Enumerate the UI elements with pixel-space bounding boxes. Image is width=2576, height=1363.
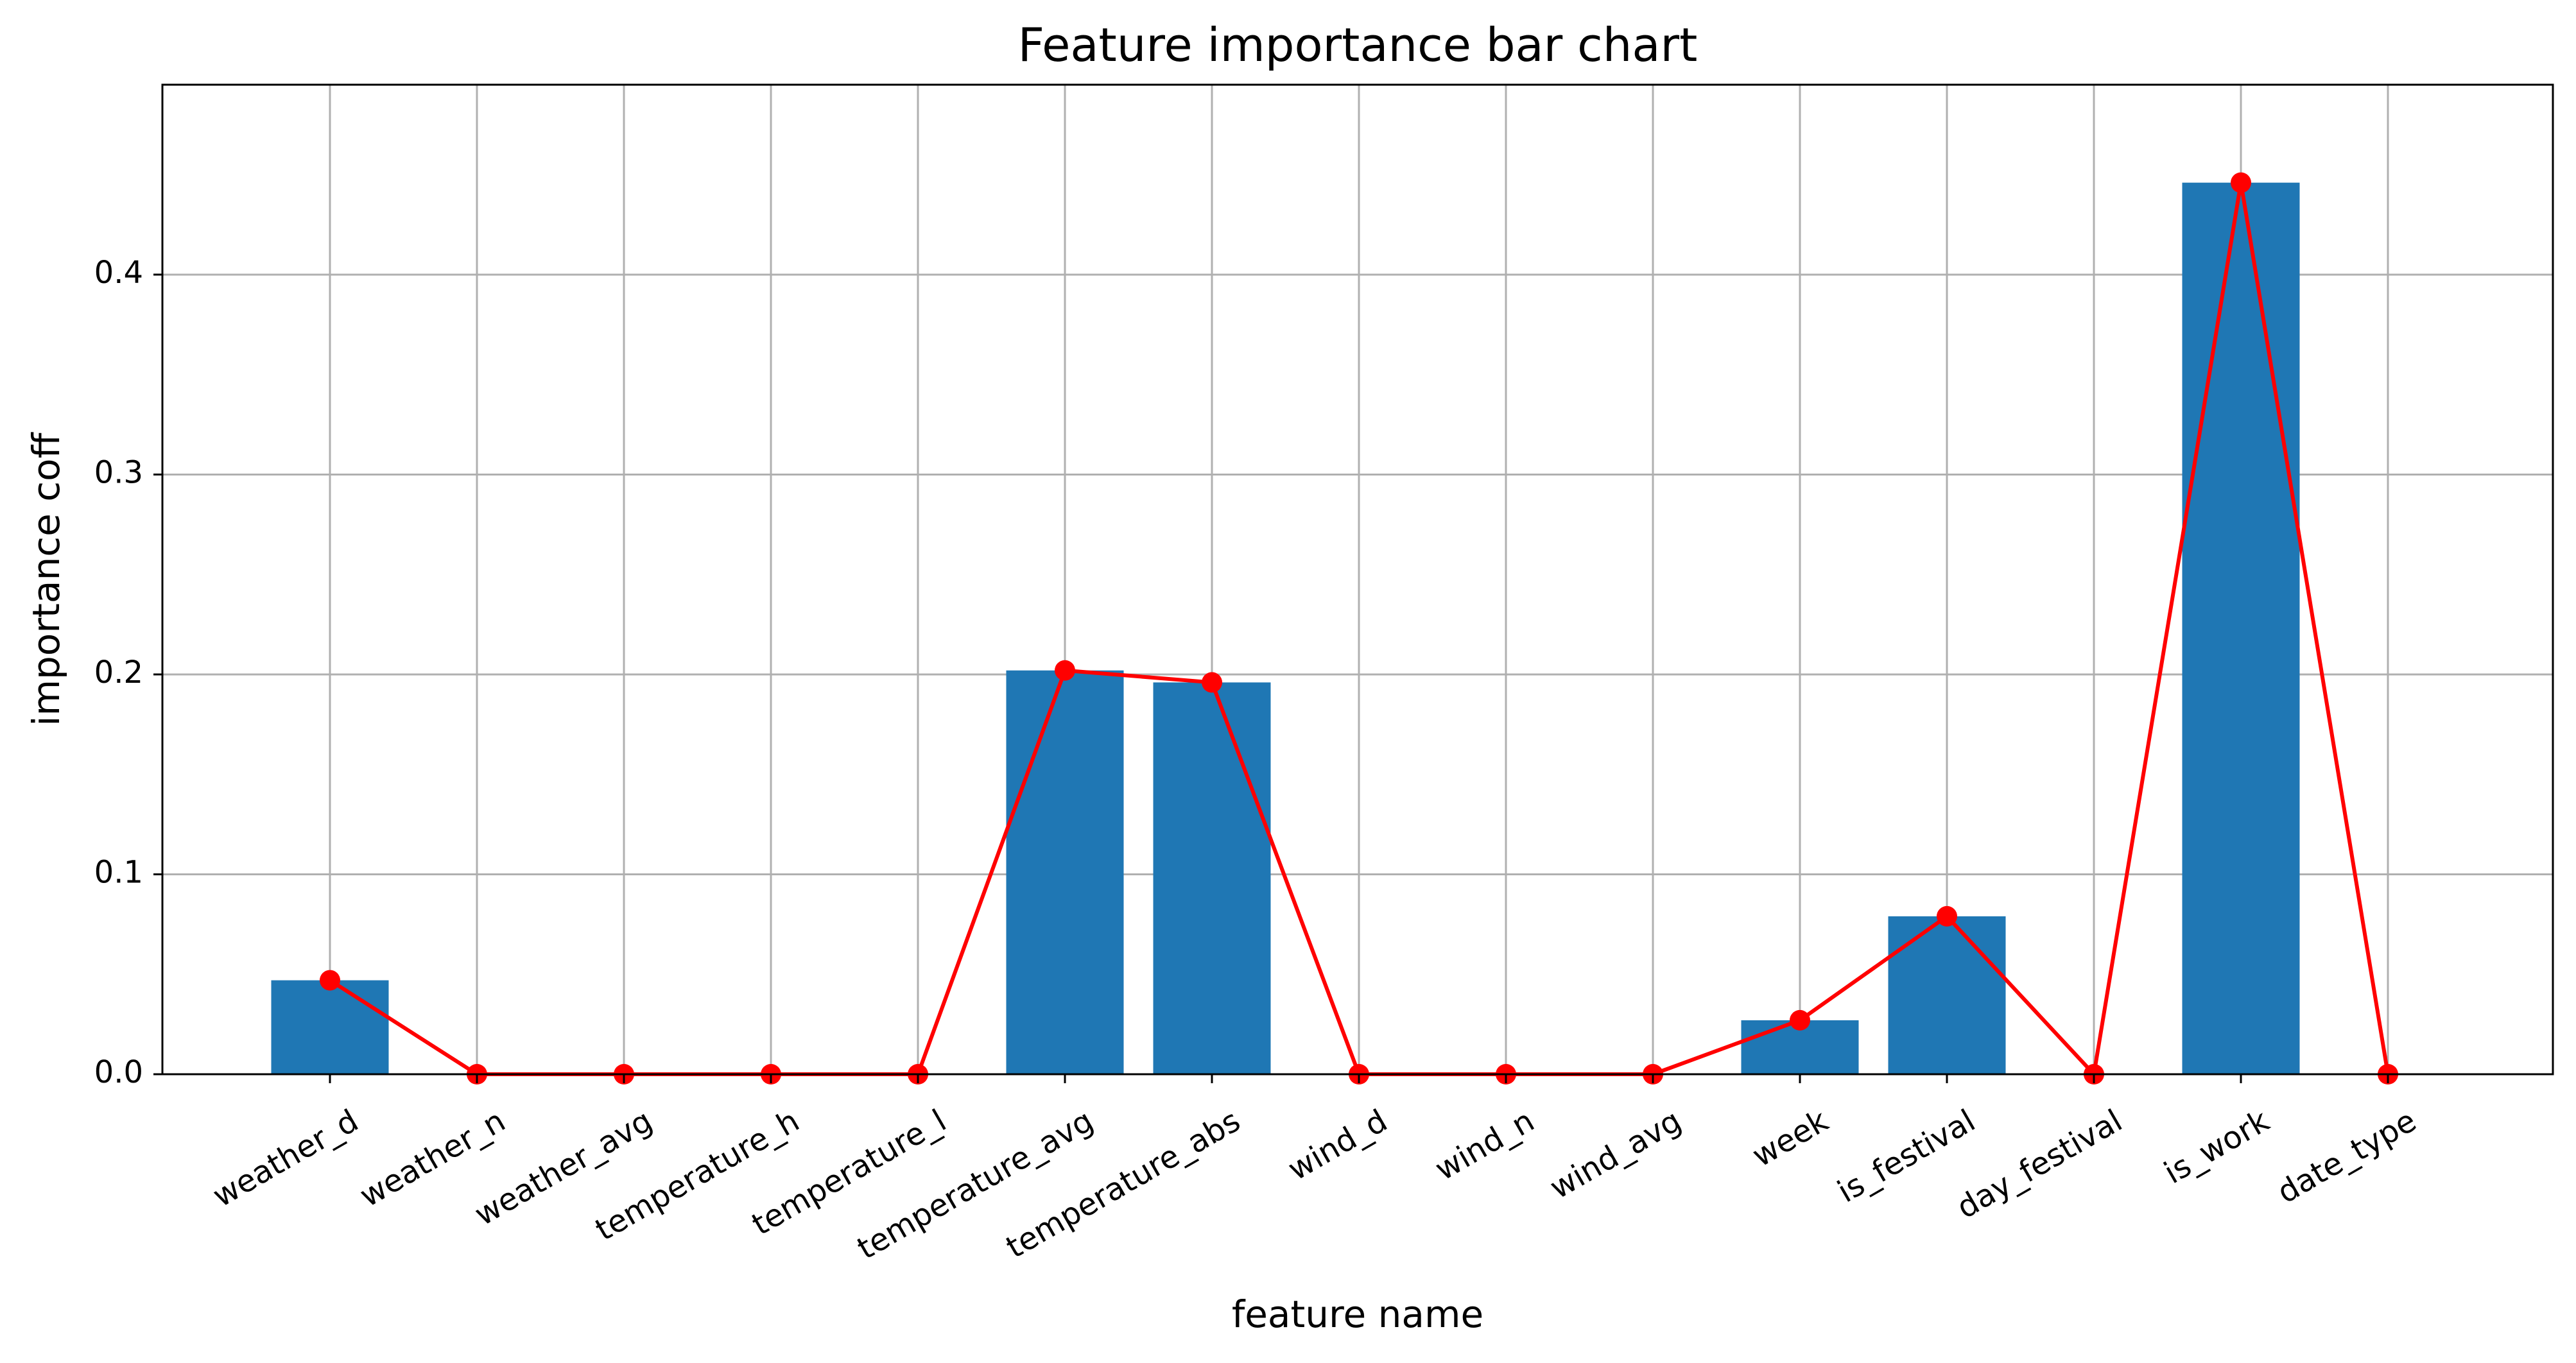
bar-is_work bbox=[2182, 182, 2300, 1074]
chart-title: Feature importance bar chart bbox=[1018, 18, 1698, 72]
y-tick-label: 0.2 bbox=[94, 655, 143, 690]
plot-frame bbox=[161, 83, 2554, 1076]
y-tick-label: 0.4 bbox=[94, 255, 143, 291]
y-tick-label: 0.3 bbox=[94, 454, 143, 490]
y-axis-label: importance coff bbox=[24, 431, 68, 726]
line-marker-temperature_abs bbox=[1202, 672, 1222, 693]
bar-weather_d bbox=[271, 980, 389, 1074]
bar-temperature_abs bbox=[1153, 682, 1271, 1074]
y-axis-ticks: 0.0 0.1 0.2 0.3 0.4 bbox=[94, 255, 162, 1090]
y-tick-label: 0.1 bbox=[94, 854, 143, 890]
line-marker-weather_d bbox=[320, 970, 340, 991]
bar-temperature_avg bbox=[1006, 670, 1124, 1074]
line-markers bbox=[320, 172, 2398, 1084]
line-marker-week bbox=[1790, 1009, 1810, 1031]
line-marker-temperature_avg bbox=[1055, 660, 1075, 681]
bars bbox=[271, 182, 2300, 1074]
line-marker-is_work bbox=[2231, 172, 2251, 193]
line-marker-is_festival bbox=[1937, 905, 1957, 927]
grid-lines bbox=[162, 85, 2553, 1076]
x-axis-label: feature name bbox=[1232, 1292, 1483, 1336]
y-tick-label: 0.0 bbox=[94, 1054, 143, 1090]
bar-is_festival bbox=[1888, 916, 2006, 1074]
